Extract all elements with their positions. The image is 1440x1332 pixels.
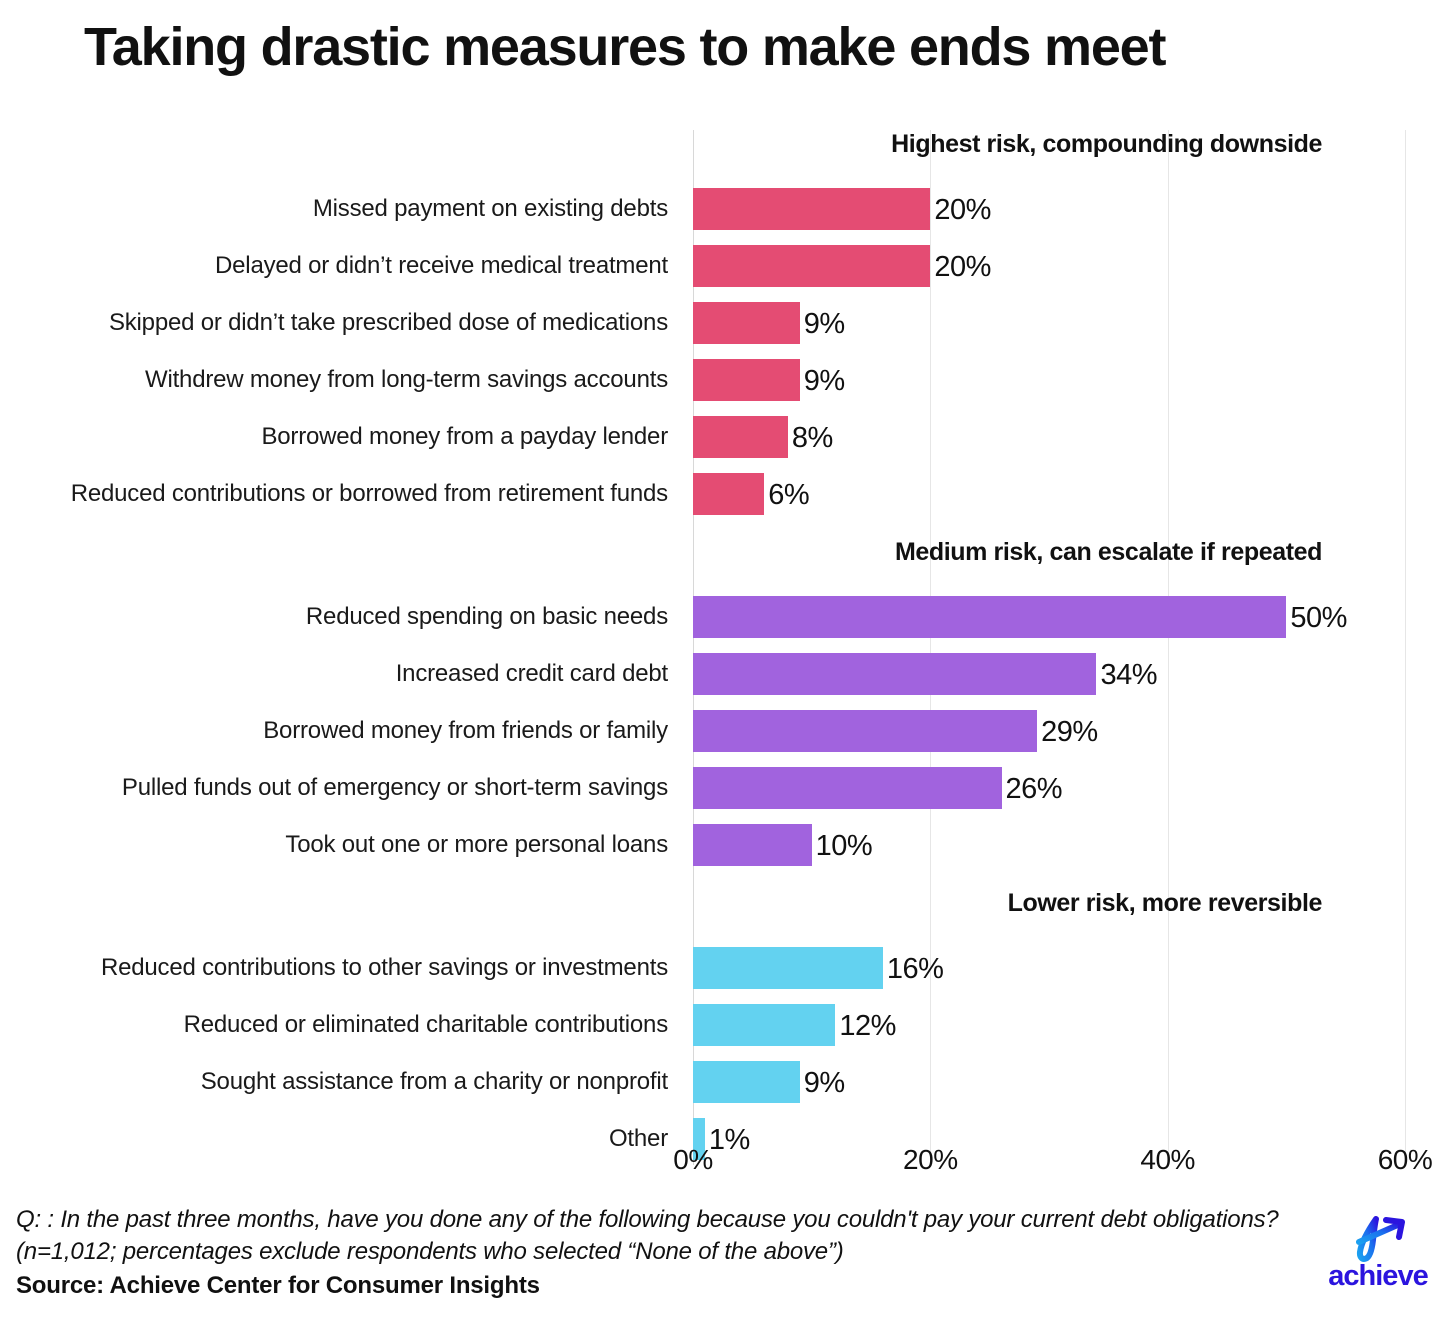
achieve-wordmark: achieve <box>1328 1260 1428 1292</box>
bar-row: Borrowed money from a payday lender 8% <box>0 416 1440 458</box>
bar-category-label: Increased credit card debt <box>395 660 668 687</box>
bar-category-label: Reduced or eliminated charitable contrib… <box>183 1011 669 1038</box>
bar <box>693 653 1097 695</box>
bar-row: Withdrew money from long-term savings ac… <box>0 359 1440 401</box>
section-header-2: Lower risk, more reversible <box>1007 889 1323 917</box>
bar-category-label: Borrowed money from a payday lender <box>261 423 668 450</box>
bar-category-label: Reduced spending on basic needs <box>305 603 668 630</box>
bar-value-label: 20% <box>934 251 991 283</box>
bar <box>693 710 1038 752</box>
bar-category-label: Borrowed money from friends or family <box>263 717 668 744</box>
achieve-logo: achieve <box>1322 1216 1434 1306</box>
bar-row: Took out one or more personal loans 10% <box>0 824 1440 866</box>
x-axis-tick-label: 40% <box>1140 1144 1195 1175</box>
bar <box>693 1061 800 1103</box>
bar <box>693 824 812 866</box>
bar-category-label: Reduced contributions to other savings o… <box>100 954 668 981</box>
achieve-logo-mark-icon <box>1356 1216 1405 1262</box>
gridline-40 <box>1167 130 1169 1165</box>
footnote-question-line1: Q: : In the past three months, have you … <box>16 1206 1094 1233</box>
bar-row: Missed payment on existing debts 20% <box>0 188 1440 230</box>
bar-row: Skipped or didn’t take prescribed dose o… <box>0 302 1440 344</box>
chart-footer: Q: : In the past three months, have you … <box>16 1204 1306 1300</box>
bar-row: Increased credit card debt 34% <box>0 653 1440 695</box>
bar-value-label: 1% <box>708 1124 750 1156</box>
bar-value-label: 8% <box>791 422 833 454</box>
bar-category-label: Reduced contributions or borrowed from r… <box>70 480 669 507</box>
bar-row: Reduced spending on basic needs 50% <box>0 596 1440 638</box>
bar-category-label: Missed payment on existing debts <box>312 195 668 222</box>
bar <box>693 188 931 230</box>
bar-row: Reduced or eliminated charitable contrib… <box>0 1004 1440 1046</box>
bar-category-label: Took out one or more personal loans <box>285 831 668 858</box>
x-axis-tick-label: 20% <box>903 1144 958 1175</box>
bar-value-label: 50% <box>1290 602 1347 634</box>
bar <box>693 1004 836 1046</box>
bar <box>693 767 1002 809</box>
bar-value-label: 9% <box>803 365 845 397</box>
bar <box>693 596 1287 638</box>
bar-value-label: 34% <box>1100 659 1157 691</box>
bar-value-label: 6% <box>768 479 810 511</box>
bar-value-label: 10% <box>815 830 873 862</box>
bar-row: Delayed or didn’t receive medical treatm… <box>0 245 1440 287</box>
bar-category-label: Sought assistance from a charity or nonp… <box>200 1068 668 1095</box>
bar-category-label: Delayed or didn’t receive medical treatm… <box>215 252 668 279</box>
bar-value-label: 29% <box>1041 716 1098 748</box>
bar-category-label: Skipped or didn’t take prescribed dose o… <box>108 309 668 336</box>
page-title: Taking drastic measures to make ends mee… <box>84 17 1166 77</box>
bar-row: Reduced contributions or borrowed from r… <box>0 473 1440 515</box>
section-header-1: Medium risk, can escalate if repeated <box>894 538 1322 566</box>
bar-row: Sought assistance from a charity or nonp… <box>0 1061 1440 1103</box>
bar <box>693 416 788 458</box>
footnote-source: Source: Achieve Center for Consumer Insi… <box>16 1272 540 1299</box>
bar-value-label: 26% <box>1005 773 1063 805</box>
bar-row: Other 1% <box>0 1118 1440 1160</box>
bar-value-label: 9% <box>803 1067 845 1099</box>
bar <box>693 359 800 401</box>
bar <box>693 302 800 344</box>
bar-category-label: Other <box>608 1125 668 1152</box>
bar-value-label: 20% <box>934 194 991 226</box>
x-axis-tick-label: 0% <box>673 1144 713 1175</box>
footnote-question: Q: : In the past three months, have you … <box>16 1204 1306 1268</box>
bar-row: Pulled funds out of emergency or short-t… <box>0 767 1440 809</box>
bar <box>693 245 931 287</box>
bar-value-label: 16% <box>886 953 944 985</box>
gridline-60 <box>1405 130 1406 1165</box>
bar-category-label: Withdrew money from long-term savings ac… <box>145 366 668 393</box>
chart-plot-area: Highest risk, compounding downside Missed… <box>0 110 1440 1190</box>
gridline-20 <box>930 130 932 1165</box>
bar-row: Borrowed money from friends or family 29% <box>0 710 1440 752</box>
footnote-question-line2: debt obligations? (n=1,012; percentages … <box>16 1206 1279 1265</box>
x-axis-tick-label: 60% <box>1377 1144 1433 1175</box>
bar <box>693 473 765 515</box>
bar <box>693 947 883 989</box>
bar <box>693 1118 705 1160</box>
axis-baseline <box>693 130 694 1165</box>
section-header-0: Highest risk, compounding downside <box>891 130 1322 158</box>
bar-value-label: 9% <box>803 308 845 340</box>
bar-row: Reduced contributions to other savings o… <box>0 947 1440 989</box>
bar-category-label: Pulled funds out of emergency or short-t… <box>121 774 668 801</box>
bar-value-label: 12% <box>839 1010 896 1042</box>
